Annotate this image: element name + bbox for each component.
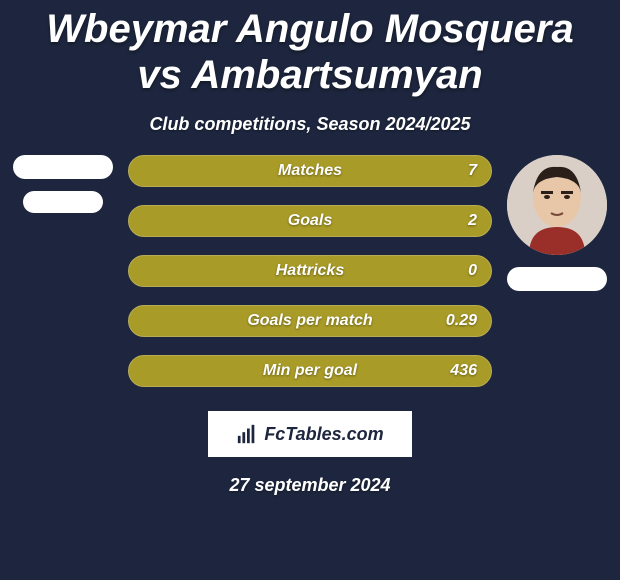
stat-bar-right-value: 7 [468, 162, 477, 180]
player-right-name-pill [507, 267, 607, 291]
stat-bar-right-value: 436 [450, 362, 477, 380]
player-left-side [8, 155, 118, 213]
brand-logo: FcTables.com [206, 409, 414, 459]
avatar-face-icon [507, 155, 607, 255]
player-left-avatar-pill [13, 155, 113, 179]
page-subtitle: Club competitions, Season 2024/2025 [0, 102, 620, 155]
stat-bar-label: Min per goal [129, 362, 491, 380]
stat-bars: Matches7Goals2Hattricks0Goals per match0… [118, 155, 502, 387]
brand-text: FcTables.com [264, 424, 383, 445]
comparison-card: Wbeymar Angulo Mosquera vs Ambartsumyan … [0, 0, 620, 580]
stat-bar: Goals2 [128, 205, 492, 237]
stat-bar-right-value: 0 [468, 262, 477, 280]
body-area: Matches7Goals2Hattricks0Goals per match0… [0, 155, 620, 387]
stat-bar-label: Goals per match [129, 312, 491, 330]
stat-bar-right-value: 2 [468, 212, 477, 230]
player-right-side [502, 155, 612, 291]
chart-bar-icon [236, 423, 258, 445]
stat-bar: Matches7 [128, 155, 492, 187]
page-title: Wbeymar Angulo Mosquera vs Ambartsumyan [0, 0, 620, 102]
date-text: 27 september 2024 [0, 459, 620, 496]
stat-bar: Min per goal436 [128, 355, 492, 387]
stat-bar-label: Matches [129, 162, 491, 180]
player-right-avatar [507, 155, 607, 255]
stat-bar: Goals per match0.29 [128, 305, 492, 337]
stat-bar-right-value: 0.29 [446, 312, 477, 330]
stat-bar: Hattricks0 [128, 255, 492, 287]
stat-bar-label: Hattricks [129, 262, 491, 280]
player-left-name-pill [23, 191, 103, 213]
stat-bar-label: Goals [129, 212, 491, 230]
